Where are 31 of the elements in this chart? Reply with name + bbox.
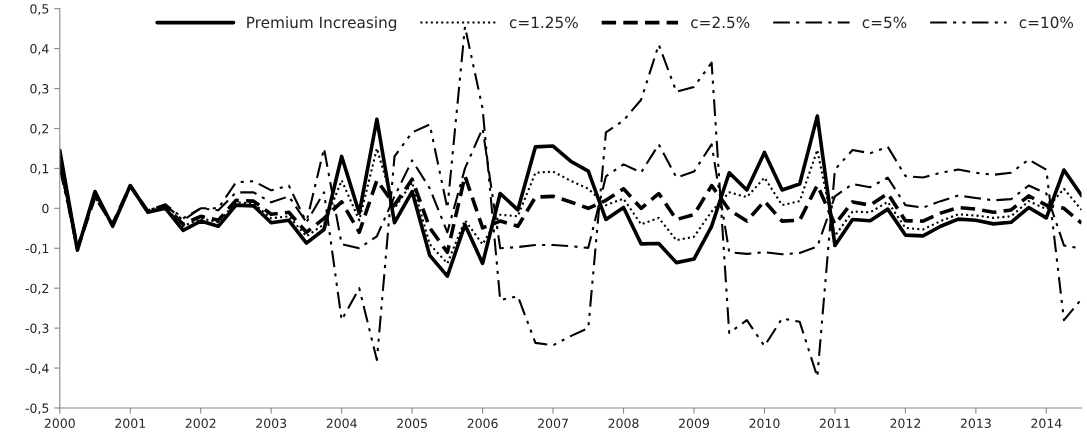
legend-label: Premium Increasing <box>247 16 397 32</box>
y-tick-label: 0,5 <box>30 4 49 15</box>
legend-label: c=1.25% <box>509 16 578 29</box>
x-tick-label: 2008 <box>608 418 639 429</box>
legend-label: c=5% <box>862 16 907 29</box>
x-tick-label: 2005 <box>397 418 427 429</box>
y-tick-label: 0,1 <box>30 163 49 175</box>
y-tick-label: -0,2 <box>25 283 49 295</box>
y-tick-label: 0,4 <box>30 44 49 55</box>
x-tick-label: 2004 <box>326 418 357 429</box>
y-tick-label: -0,3 <box>25 323 49 335</box>
x-tick-label: 2007 <box>538 418 568 429</box>
y-tick-label: 0 <box>42 203 49 214</box>
y-tick-label: -0,4 <box>25 363 49 375</box>
x-tick-label: 2001 <box>115 418 145 429</box>
x-tick-label: 2014 <box>1031 418 1062 429</box>
y-tick-label: -0,5 <box>25 403 49 415</box>
x-tick-label: 2011 <box>819 418 850 429</box>
x-tick-label: 2010 <box>749 418 780 429</box>
x-tick-label: 2013 <box>960 418 991 429</box>
x-tick-label: 2000 <box>44 418 75 429</box>
y-tick-label: -0,1 <box>25 243 49 255</box>
legend-label: c=2.5% <box>691 16 750 29</box>
y-tick-label: 0,2 <box>30 123 49 135</box>
x-tick-label: 2009 <box>679 418 710 429</box>
legend-label: c=10% <box>1019 16 1074 29</box>
x-tick-label: 2003 <box>256 418 287 429</box>
y-tick-label: 0,3 <box>30 84 49 95</box>
x-tick-label: 2002 <box>185 418 216 429</box>
x-tick-label: 2012 <box>890 418 921 429</box>
x-tick-label: 2006 <box>467 418 498 429</box>
